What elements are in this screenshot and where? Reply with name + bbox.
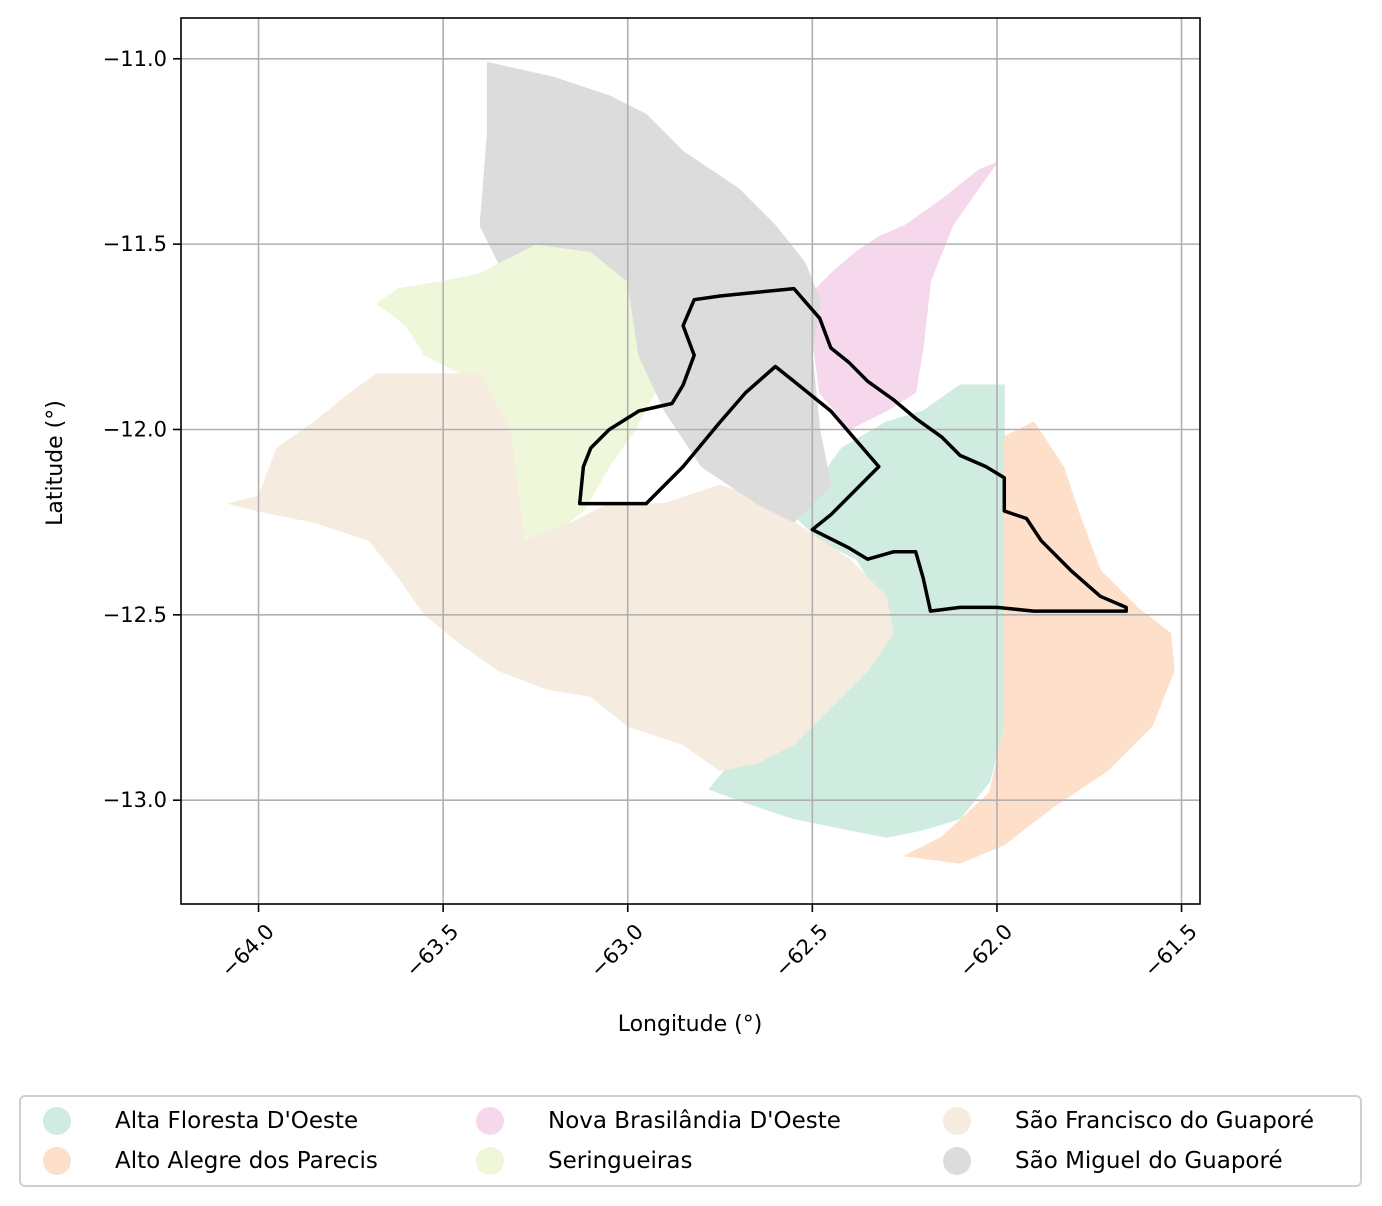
- outline-boundary: [577, 286, 1128, 613]
- region-nova-brasilandia-d-oeste: [811, 161, 999, 431]
- legend-label-sao-francisco: São Francisco do Guaporé: [1015, 1108, 1315, 1134]
- legend-marker-alta-floresta: [43, 1107, 71, 1135]
- x-axis-label: Longitude (°): [618, 1012, 763, 1037]
- x-tick-label: −63.0: [586, 919, 648, 981]
- y-tick-label: −12.5: [103, 603, 167, 627]
- x-tick-label: −62.5: [770, 919, 832, 981]
- regions-layer: [228, 61, 1175, 864]
- grid-layer: [181, 18, 1200, 904]
- y-tick-label: −11.0: [103, 47, 167, 71]
- x-tick-label: −62.0: [955, 919, 1017, 981]
- legend-label-sao-miguel: São Miguel do Guaporé: [1015, 1148, 1283, 1174]
- legend-label-nova-brasilandia: Nova Brasilândia D'Oeste: [548, 1108, 841, 1134]
- legend-marker-sao-francisco: [943, 1107, 971, 1135]
- legend-marker-sao-miguel: [943, 1147, 971, 1175]
- legend-marker-alto-alegre: [43, 1147, 71, 1175]
- legend-item-alta-floresta: Alta Floresta D'Oeste: [43, 1105, 358, 1137]
- region-alto-alegre-dos-parecis: [902, 421, 1175, 864]
- x-tick-label: −64.0: [216, 919, 278, 981]
- outline-layer: [577, 286, 1128, 613]
- y-tick-label: −13.0: [103, 788, 167, 812]
- legend-label-alto-alegre: Alto Alegre dos Parecis: [115, 1148, 378, 1174]
- legend-item-seringueiras: Seringueiras: [476, 1145, 692, 1177]
- plot-frame: [180, 17, 1201, 905]
- legend-item-sao-miguel: São Miguel do Guaporé: [943, 1145, 1283, 1177]
- legend-item-alto-alegre: Alto Alegre dos Parecis: [43, 1145, 378, 1177]
- x-tick-label: −63.5: [401, 919, 463, 981]
- x-tick-label: −61.5: [1139, 919, 1201, 981]
- legend-marker-nova-brasilandia: [476, 1107, 504, 1135]
- legend: Alta Floresta D'Oeste Alto Alegre dos Pa…: [19, 1095, 1362, 1187]
- y-tick-label: −11.5: [103, 232, 167, 256]
- y-tick-label: −12.0: [103, 417, 167, 441]
- legend-label-alta-floresta: Alta Floresta D'Oeste: [115, 1108, 359, 1134]
- legend-label-seringueiras: Seringueiras: [548, 1148, 693, 1174]
- legend-item-nova-brasilandia: Nova Brasilândia D'Oeste: [476, 1105, 841, 1137]
- y-axis-label: Latitude (°): [43, 400, 68, 526]
- legend-marker-seringueiras: [476, 1147, 504, 1175]
- legend-item-sao-francisco: São Francisco do Guaporé: [943, 1105, 1314, 1137]
